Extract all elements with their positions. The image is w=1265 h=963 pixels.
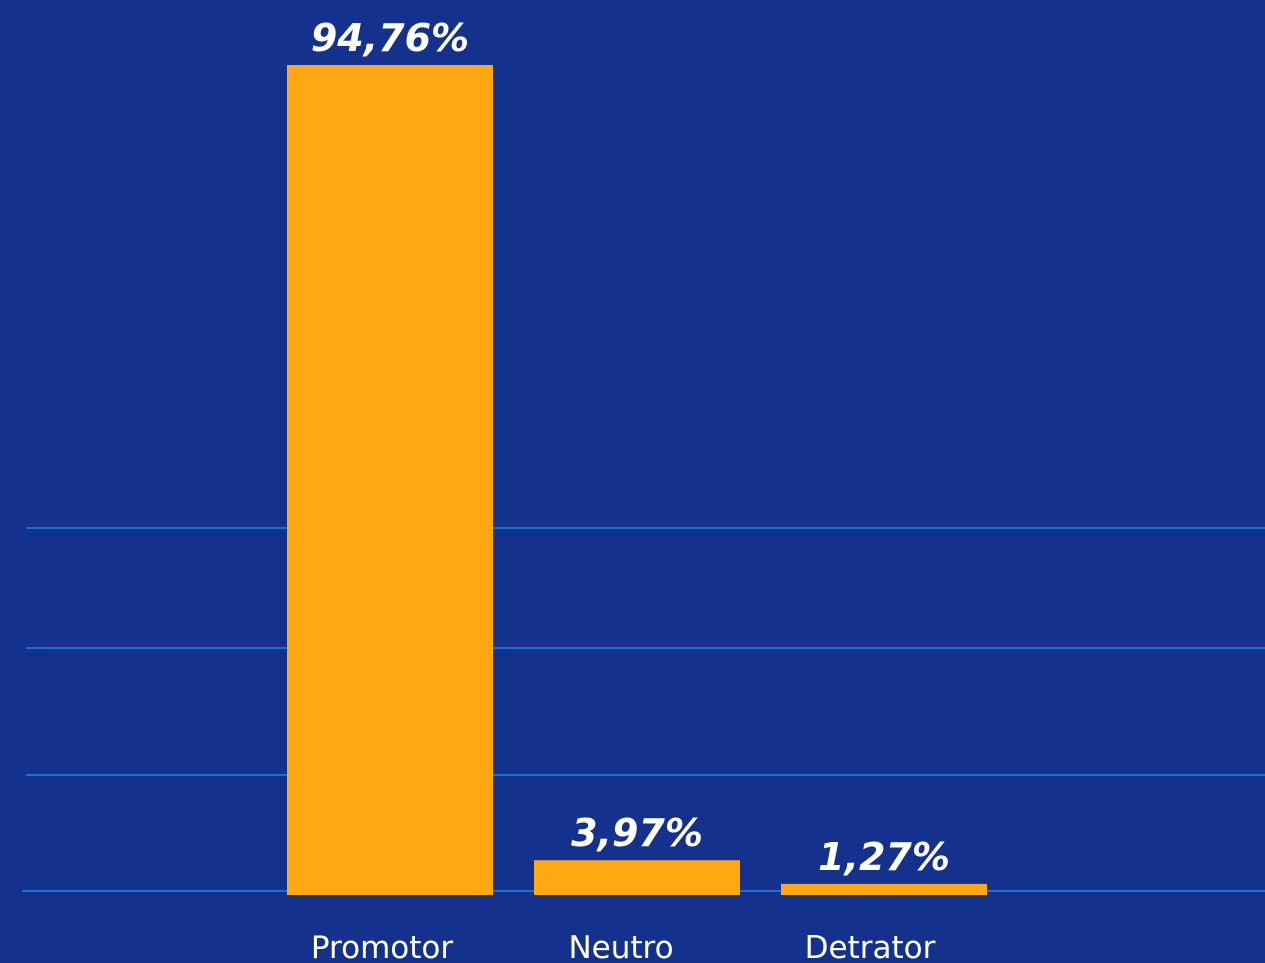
bars (287, 65, 987, 895)
bar-neutro (534, 860, 740, 895)
bar-detrator (781, 883, 987, 895)
category-label-promotor: Promotor (311, 930, 453, 963)
category-label-neutro: Neutro (568, 930, 673, 963)
gridlines (22, 527, 1265, 892)
data-label-promotor: 94,76% (311, 16, 469, 60)
category-label-detrator: Detrator (805, 930, 936, 963)
data-label-neutro: 3,97% (571, 811, 703, 855)
data-label-detrator: 1,27% (818, 835, 950, 879)
data-labels: 94,76% 3,97% 1,27% (311, 16, 950, 879)
category-labels: Promotor Neutro Detrator (311, 930, 936, 963)
bar-promotor (287, 65, 493, 895)
